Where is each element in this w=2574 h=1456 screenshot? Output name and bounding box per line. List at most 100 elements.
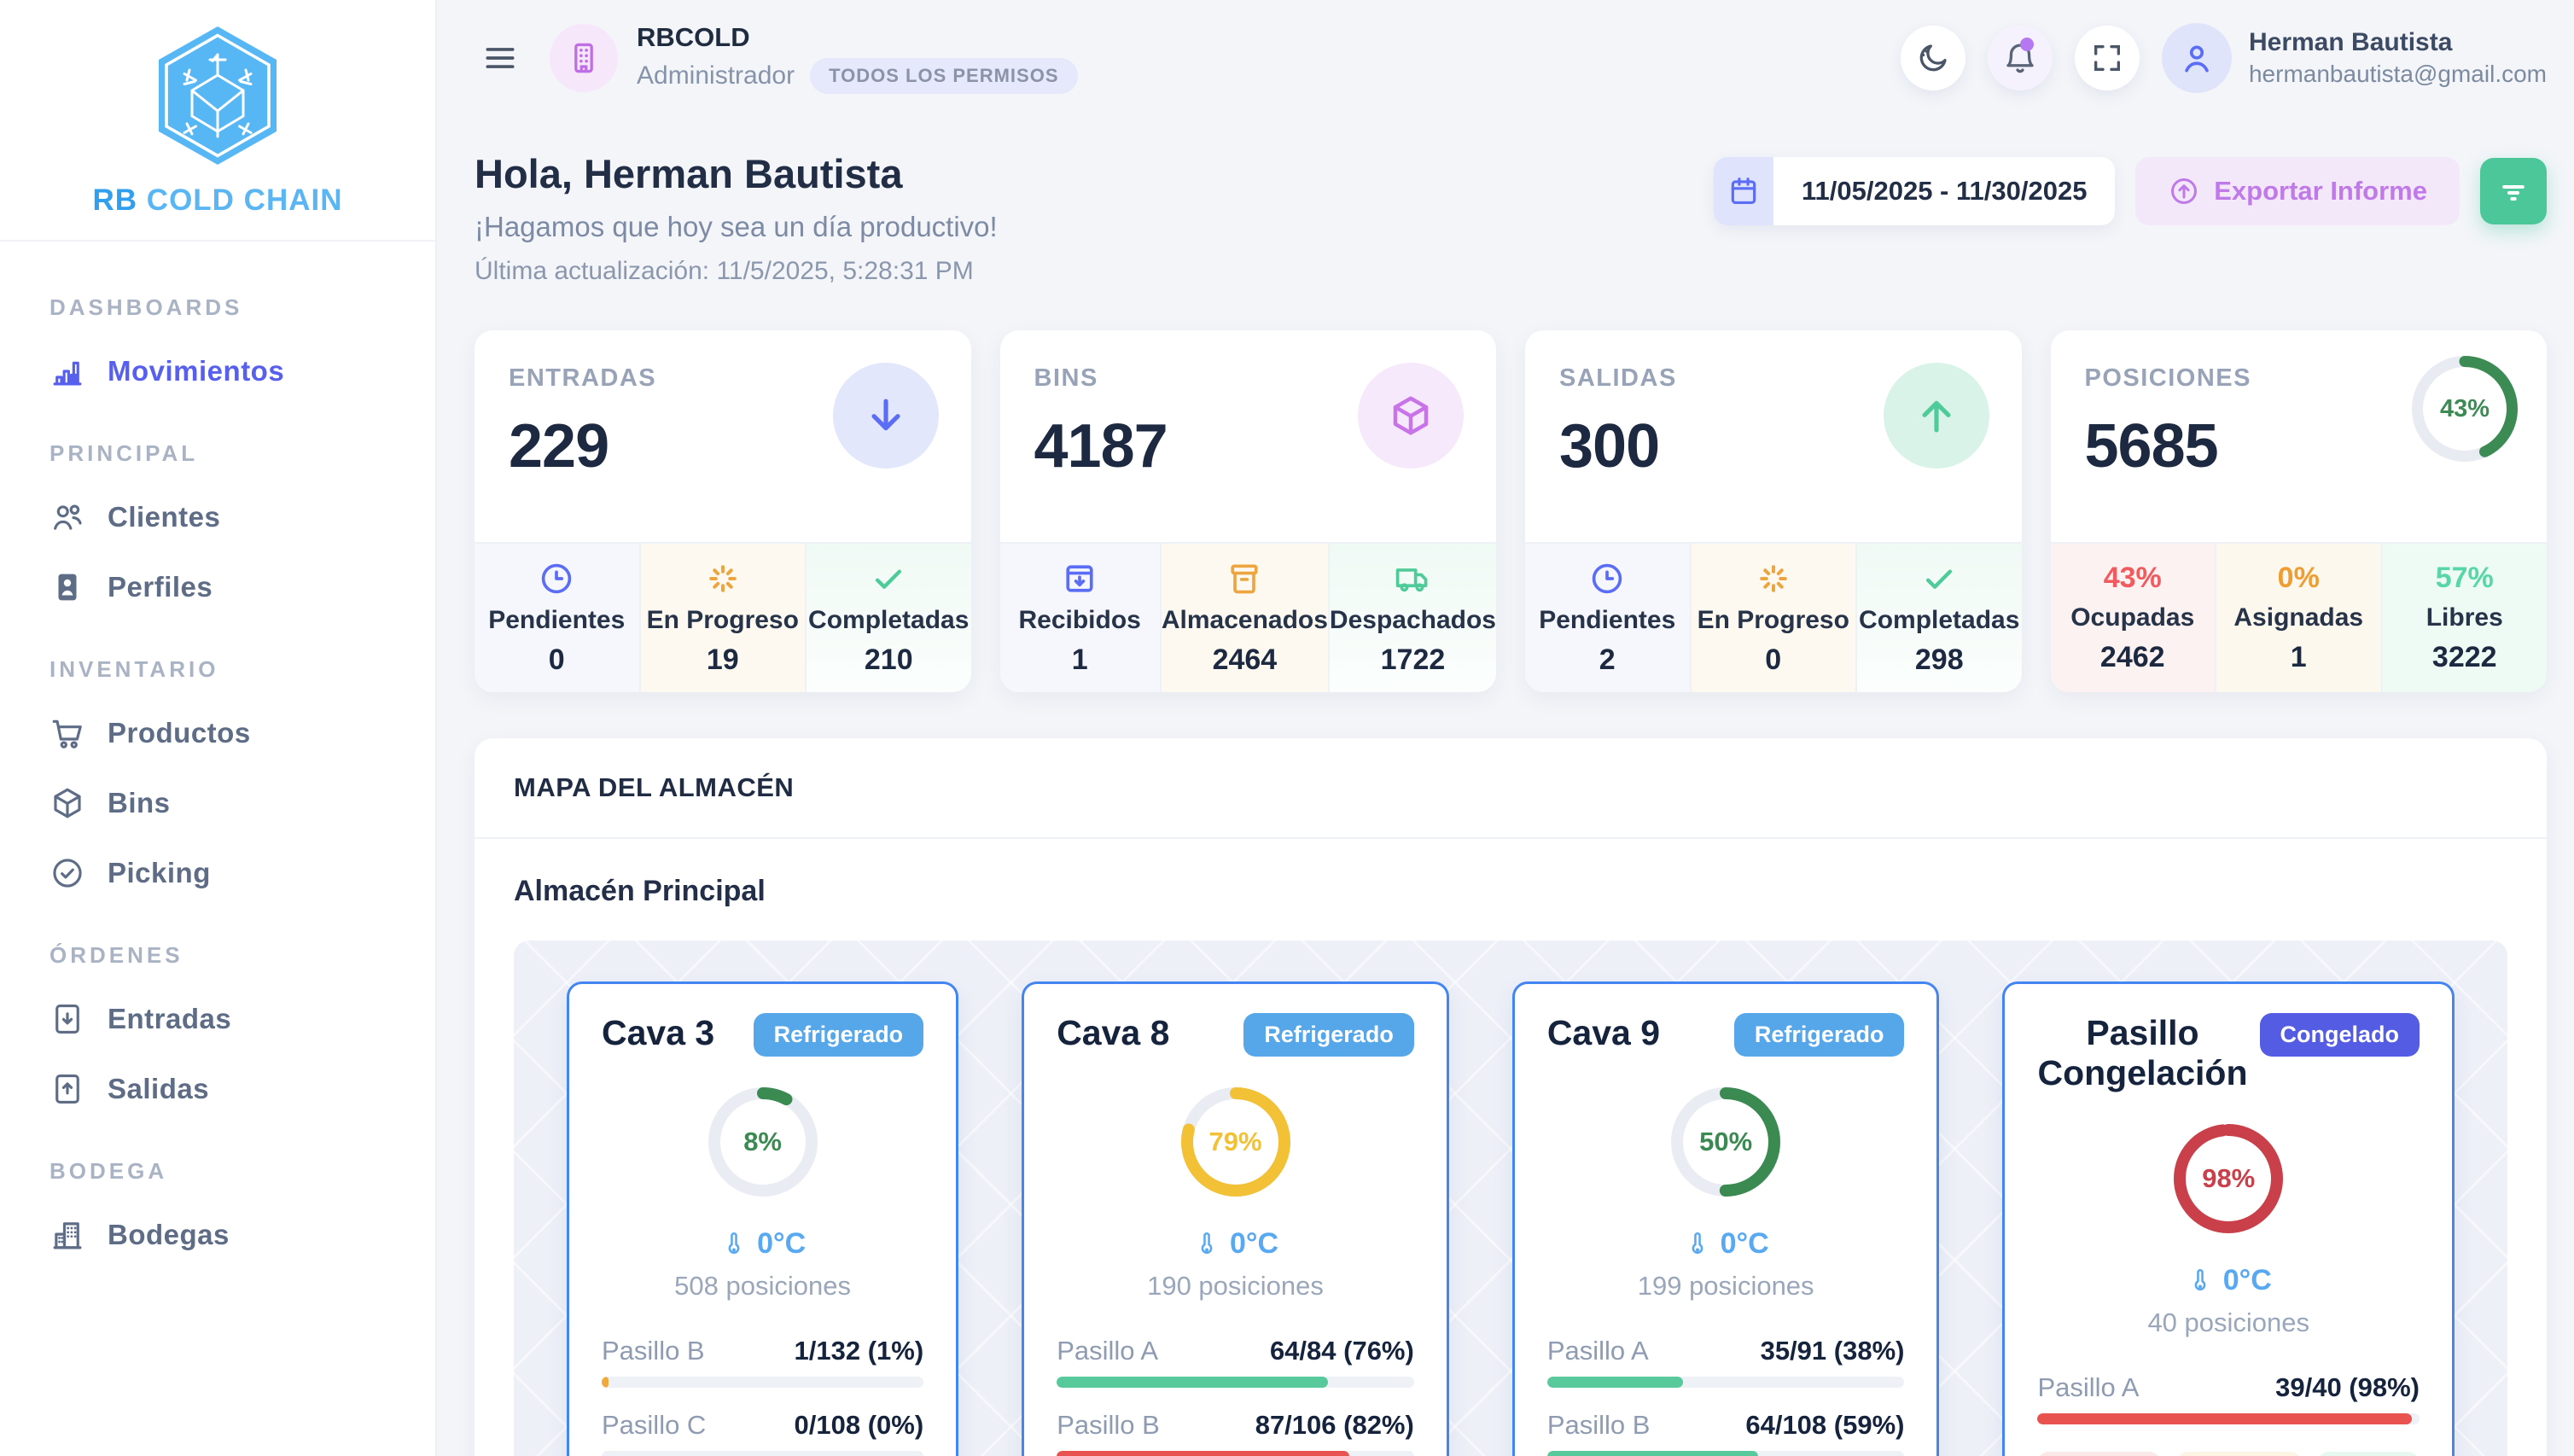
- sidebar-item-movimientos[interactable]: Movimientos: [50, 336, 386, 406]
- room-positions: 199 posiciones: [1637, 1271, 1814, 1301]
- stat-card-icon: [1358, 363, 1464, 469]
- room-occupancy-donut: 98%: [2174, 1124, 2284, 1234]
- stat-card-salidas: SALIDAS 300 Pendientes 2 En Progreso 0 C…: [1525, 330, 2022, 692]
- room-card-pasillo-congelación: Pasillo Congelación Congelado 98% 0°C 40…: [2002, 981, 2455, 1456]
- theme-toggle-button[interactable]: [1900, 26, 1965, 90]
- cell-percent: 0%: [2277, 562, 2320, 594]
- aisle-value: 64/108 (59%): [1745, 1410, 1905, 1440]
- hamburger-icon: [486, 48, 515, 68]
- aisle-progress-fill: [1546, 1451, 1758, 1456]
- cell-label: Ocupadas: [2070, 603, 2195, 632]
- chip-asignadas: 0% Asignadas 0: [2175, 1452, 2303, 1456]
- room-positions: 508 posiciones: [674, 1271, 851, 1301]
- company-block[interactable]: RBCOLD Administrador TODOS LOS PERMISOS: [550, 22, 1078, 94]
- aisle-name: Pasillo B: [1057, 1410, 1160, 1440]
- sidebar-item-bodegas[interactable]: Bodegas: [50, 1200, 386, 1270]
- sidebar-nav: DASHBOARDS Movimientos PRINCIPAL Clientes Pe…: [0, 242, 435, 1289]
- nav-section-label: INVENTARIO: [50, 656, 219, 682]
- sidebar-item-salidas[interactable]: Salidas: [50, 1054, 386, 1124]
- room-temperature: 0°C: [602, 1227, 923, 1261]
- user-icon: [2185, 45, 2209, 73]
- aisle-progress-fill: [1057, 1451, 1350, 1456]
- sidebar-item-bins[interactable]: Bins: [50, 768, 386, 838]
- sidebar-item-label: Movimientos: [108, 355, 285, 387]
- user-menu[interactable]: Herman Bautista hermanbautista@gmail.com: [2161, 23, 2547, 93]
- donut-ring: [708, 1087, 818, 1197]
- room-temperature: 0°C: [2037, 1264, 2420, 1297]
- topbar-actions: Herman Bautista hermanbautista@gmail.com: [1900, 23, 2547, 93]
- warehouse-name: Almacén Principal: [514, 875, 766, 907]
- sidebar-item-label: Productos: [108, 717, 251, 748]
- aisle-value: 64/84 (76%): [1269, 1336, 1414, 1366]
- cell-label: En Progreso: [1697, 605, 1849, 634]
- room-type-badge: Refrigerado: [1733, 1013, 1905, 1057]
- room-card-cava-3: Cava 3 Refrigerado 8% 0°C 508 posiciones…: [567, 981, 959, 1456]
- company-info: RBCOLD Administrador TODOS LOS PERMISOS: [637, 22, 1078, 94]
- cell-value: 298: [1914, 643, 1964, 676]
- sidebar-item-clientes[interactable]: Clientes: [50, 482, 386, 552]
- menu-button[interactable]: [475, 32, 526, 84]
- notifications-button[interactable]: [1987, 26, 2053, 90]
- fullscreen-button[interactable]: [2074, 26, 2140, 90]
- stat-card-value: 4187: [1034, 412, 1168, 480]
- rooms-container: Cava 3 Refrigerado 8% 0°C 508 posiciones…: [514, 941, 2507, 1456]
- map-body: Almacén Principal Cava 3 Refrigerado 8% …: [475, 839, 2547, 1456]
- cell-percent: 57%: [2435, 562, 2494, 594]
- stat-card-bins: BINS 4187 Recibidos 1 Almacenados 2464 D…: [999, 330, 1496, 692]
- aisle-progress-track: [1057, 1377, 1414, 1388]
- sidebar-item-entradas[interactable]: Entradas: [50, 984, 386, 1054]
- aisle-value: 0/108 (0%): [794, 1410, 924, 1440]
- stat-card-title: POSICIONES: [2084, 364, 2251, 392]
- nav-section-label: DASHBOARDS: [50, 294, 243, 320]
- arrow-up-icon: [1921, 400, 1951, 433]
- cell-label: Pendientes: [488, 605, 626, 634]
- aisle-name: Pasillo A: [1546, 1336, 1649, 1366]
- greeting-block: Hola, Herman Bautista ¡Hagamos que hoy s…: [475, 150, 998, 286]
- stat-cell-asignadas: 0% Asignadas 1: [2216, 544, 2383, 692]
- stat-cell-completadas: Completadas 210: [807, 544, 971, 692]
- aisle-progress-track: [1546, 1451, 1905, 1456]
- page-title: Hola, Herman Bautista: [475, 151, 903, 196]
- stat-card-title: BINS: [1034, 364, 1098, 392]
- cell-value: 3222: [2431, 641, 2497, 673]
- aisle-list: Pasillo B 1/132 (1%) Pasillo C 0/108 (0%…: [602, 1336, 924, 1456]
- filter-button[interactable]: [2480, 158, 2547, 224]
- sidebar-item-productos[interactable]: Productos: [50, 698, 386, 768]
- arrow-down-icon: [871, 399, 900, 431]
- stat-cell-ocupadas: 43% Ocupadas 2462: [2050, 544, 2216, 692]
- room-title: Cava 3: [602, 1013, 715, 1052]
- check-circle-icon: [53, 859, 82, 888]
- stat-card-value: 229: [509, 412, 609, 480]
- date-range-input[interactable]: [1773, 157, 2116, 225]
- room-card-cava-8: Cava 8 Refrigerado 79% 0°C 190 posicione…: [1022, 981, 1449, 1456]
- room-occupancy-donut: 79%: [1180, 1087, 1290, 1197]
- room-temperature: 0°C: [1057, 1227, 1414, 1261]
- cell-value: 0: [548, 643, 565, 676]
- cell-label: Despachados: [1329, 605, 1496, 634]
- check-icon: [876, 569, 902, 589]
- room-percent-label: 98%: [2202, 1163, 2256, 1194]
- cell-value: 1: [1071, 643, 1088, 676]
- aisle-row: Pasillo B 1/132 (1%): [602, 1336, 924, 1388]
- sidebar-divider: [0, 240, 435, 242]
- brand-logo: RB COLD CHAIN: [0, 0, 435, 240]
- sidebar-item-picking[interactable]: Picking: [50, 838, 386, 908]
- thermometer-icon: [1692, 1232, 1703, 1254]
- stat-card-posiciones: POSICIONES 5685 43% 43% Ocupadas 2462 0% A…: [2050, 330, 2547, 692]
- snowflake-hexagon-logo-icon: [159, 26, 277, 165]
- company-role: Administrador: [637, 61, 795, 90]
- user-info: Herman Bautista hermanbautista@gmail.com: [2249, 28, 2547, 88]
- cube-icon: [1393, 396, 1429, 435]
- export-report-button[interactable]: Exportar Informe: [2135, 157, 2460, 225]
- clock-icon: [1593, 563, 1622, 593]
- room-title: Cava 9: [1546, 1013, 1661, 1052]
- aisle-name: Pasillo A: [2037, 1372, 2140, 1403]
- chip-ocupadas: 98% Ocupadas 39: [2037, 1452, 2161, 1456]
- donut-ring: [1671, 1087, 1781, 1197]
- sidebar-item-perfiles[interactable]: Perfiles: [50, 552, 386, 622]
- cell-label: Libres: [2426, 603, 2503, 632]
- calendar-button[interactable]: [1714, 157, 1774, 225]
- stat-card-entradas: ENTRADAS 229 Pendientes 0 En Progreso 19…: [475, 330, 971, 692]
- room-percent-label: 8%: [743, 1127, 782, 1156]
